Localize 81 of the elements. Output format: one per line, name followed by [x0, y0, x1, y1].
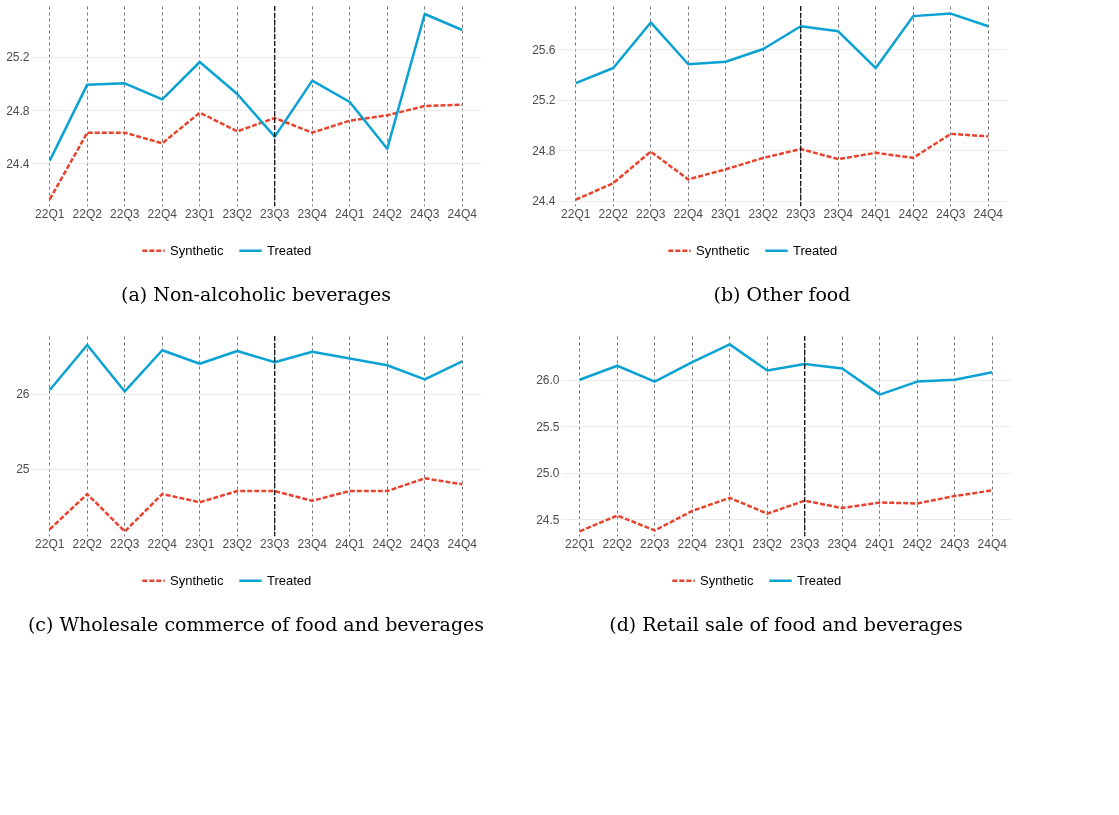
- y-tick-label: 24.5: [536, 512, 560, 527]
- x-tick-label: 24Q4: [973, 206, 1004, 221]
- y-tick-label: 25.6: [532, 42, 556, 57]
- x-tick-label: 24Q2: [902, 536, 933, 551]
- x-tick-label: 22Q4: [673, 206, 704, 221]
- x-tick-label: 24Q2: [372, 206, 403, 221]
- y-tick-label: 26.0: [536, 373, 560, 388]
- x-tick-label: 22Q3: [110, 206, 140, 221]
- x-tick-label: 22Q4: [147, 206, 178, 221]
- line-series: [574, 12, 990, 85]
- y-tick-label: 25.5: [536, 419, 560, 434]
- x-tick-label: 22Q2: [598, 206, 629, 221]
- legend-label: Treated: [267, 242, 312, 258]
- y-tick-label: 26: [16, 387, 30, 402]
- line-series: [578, 343, 994, 396]
- line-series: [48, 343, 464, 393]
- x-tick-label: 23Q2: [748, 206, 779, 221]
- text: (c) Wholesale commerce of food and beverages: [27, 613, 485, 635]
- x-tick-label: 22Q2: [602, 536, 633, 551]
- legend-label: Synthetic: [696, 242, 750, 258]
- legend-label: Synthetic: [170, 242, 224, 258]
- y-tick-label: 24.8: [532, 143, 556, 158]
- x-tick-label: 23Q1: [185, 206, 215, 221]
- x-tick-label: 24Q1: [335, 206, 365, 221]
- x-tick-label: 22Q1: [565, 536, 595, 551]
- x-tick-label: 23Q4: [823, 206, 854, 221]
- x-tick-label: 23Q3: [260, 536, 290, 551]
- x-tick-label: 24Q1: [861, 206, 891, 221]
- line-series: [48, 103, 464, 201]
- x-tick-label: 23Q1: [185, 536, 215, 551]
- x-tick-label: 24Q4: [447, 536, 478, 551]
- x-tick-label: 23Q3: [260, 206, 290, 221]
- line-series: [48, 12, 464, 162]
- line-series: [578, 489, 994, 533]
- y-tick-label: 25: [16, 462, 30, 477]
- y-tick-label: 24.4: [6, 156, 30, 171]
- x-tick-label: 23Q2: [222, 536, 253, 551]
- line-series: [574, 132, 990, 201]
- x-tick-label: 22Q4: [677, 536, 708, 551]
- x-tick-label: 22Q1: [561, 206, 591, 221]
- x-tick-label: 23Q2: [752, 536, 783, 551]
- y-tick-label: 25.0: [536, 466, 560, 481]
- x-tick-label: 22Q2: [72, 206, 103, 221]
- legend-label: Treated: [793, 242, 838, 258]
- x-tick-label: 23Q3: [786, 206, 816, 221]
- y-tick-label: 24.8: [6, 103, 30, 118]
- x-tick-label: 24Q1: [335, 536, 365, 551]
- y-tick-label: 24.4: [532, 194, 556, 209]
- x-tick-label: 22Q3: [640, 536, 670, 551]
- x-tick-label: 22Q4: [147, 536, 178, 551]
- x-tick-label: 24Q4: [977, 536, 1008, 551]
- x-tick-label: 24Q3: [936, 206, 966, 221]
- x-tick-label: 23Q4: [297, 536, 328, 551]
- x-tick-label: 23Q1: [711, 206, 741, 221]
- x-tick-label: 22Q3: [636, 206, 666, 221]
- line-series: [48, 477, 464, 533]
- x-tick-label: 24Q3: [410, 536, 440, 551]
- y-tick-label: 25.2: [532, 93, 556, 108]
- x-tick-label: 23Q4: [827, 536, 858, 551]
- legend-label: Synthetic: [700, 572, 754, 588]
- legend-label: Treated: [797, 572, 842, 588]
- x-tick-label: 22Q3: [110, 536, 140, 551]
- x-tick-label: 23Q4: [297, 206, 328, 221]
- text: (a) Non-alcoholic beverages: [121, 283, 391, 305]
- x-tick-label: 23Q2: [222, 206, 253, 221]
- legend-label: Treated: [267, 572, 312, 588]
- x-tick-label: 24Q4: [447, 206, 478, 221]
- x-tick-label: 24Q3: [940, 536, 970, 551]
- x-tick-label: 24Q3: [410, 206, 440, 221]
- x-tick-label: 22Q1: [35, 206, 65, 221]
- x-tick-label: 23Q1: [715, 536, 745, 551]
- y-tick-label: 25.2: [6, 50, 30, 65]
- legend-label: Synthetic: [170, 572, 224, 588]
- x-tick-label: 22Q1: [35, 536, 65, 551]
- x-tick-label: 24Q1: [865, 536, 895, 551]
- x-tick-label: 24Q2: [898, 206, 929, 221]
- x-tick-label: 24Q2: [372, 536, 403, 551]
- x-tick-label: 23Q3: [790, 536, 820, 551]
- text: (b) Other food: [713, 283, 851, 305]
- text: (d) Retail sale of food and beverages: [609, 613, 963, 635]
- x-tick-label: 22Q2: [72, 536, 103, 551]
